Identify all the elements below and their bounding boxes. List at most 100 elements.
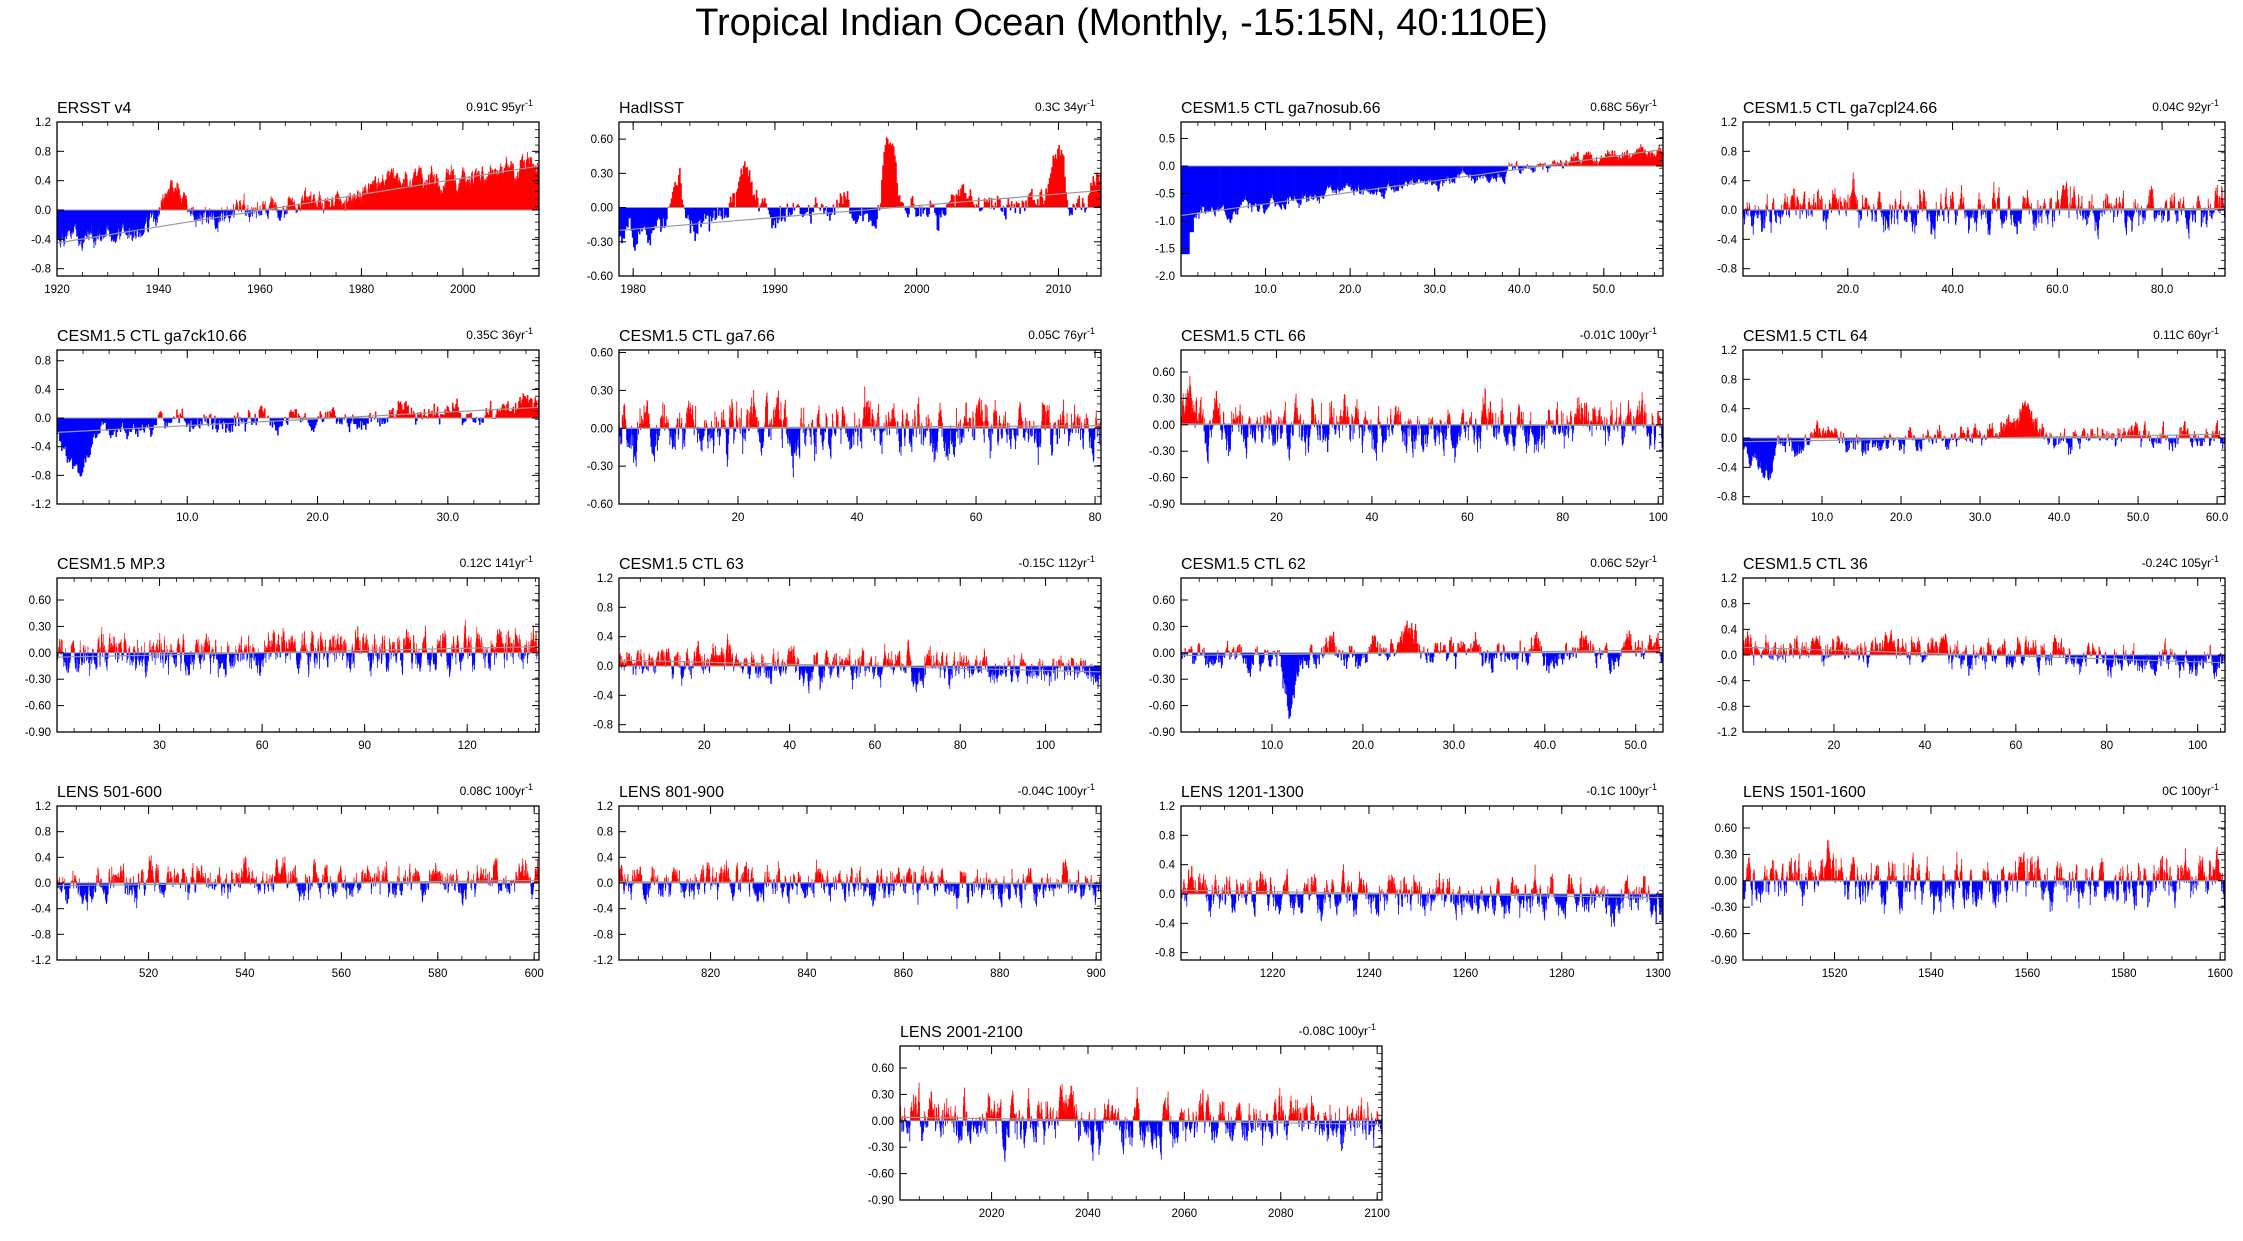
y-tick-label: -0.30	[587, 237, 613, 249]
y-tick-label: -1.2	[593, 955, 613, 967]
positive-anomaly-bars	[1745, 172, 2225, 211]
x-tick-label: 1580	[2111, 968, 2137, 980]
panel-subtitle-sup: -1	[2211, 554, 2219, 564]
x-tick-label: 20	[732, 512, 745, 524]
y-tick-label: 0.8	[1159, 830, 1175, 842]
x-tick-label: 60	[1461, 512, 1474, 524]
panel-subtitle-sup: -1	[525, 98, 533, 108]
panel-title: LENS 801-900	[619, 784, 724, 801]
negative-anomaly-bars	[56, 209, 347, 252]
y-tick-label: 0.60	[1153, 595, 1175, 607]
negative-anomaly-bars	[1180, 165, 1569, 255]
y-tick-label: -0.60	[587, 271, 613, 283]
trend-line	[1742, 207, 2226, 211]
panel-4: -0.8 -0.4 0.0 0.4 0.8 1.2 20.0 40.0 60.0 80.0 CESM…	[1717, 98, 2226, 296]
y-tick-label: 0.00	[1153, 420, 1175, 432]
panel-subtitle: 0.35C 36yr-1	[466, 326, 533, 342]
y-tick-label: 0.60	[1715, 823, 1737, 835]
y-tick-label: -0.8	[593, 929, 613, 941]
y-tick-label: -0.60	[868, 1169, 894, 1181]
plot-frame	[1180, 805, 1664, 961]
x-tick-label: 1920	[44, 284, 70, 296]
x-tick-label: 1280	[1549, 968, 1575, 980]
y-tick-label: 0.8	[35, 356, 51, 368]
y-tick-label: 0.0	[1159, 889, 1175, 901]
x-tick-label: 2010	[1046, 284, 1072, 296]
positive-anomaly-bars	[619, 633, 1093, 667]
panel-subtitle: 0.06C 52yr-1	[1590, 554, 1657, 570]
panel-subtitle: -0.1C 100yr-1	[1586, 782, 1657, 798]
y-tick-label: -0.90	[1149, 727, 1175, 739]
positive-anomaly-bars	[1180, 376, 1662, 425]
panel-title: CESM1.5 MP.3	[57, 556, 165, 573]
negative-anomaly-bars	[1742, 880, 2226, 915]
positive-anomaly-bars	[618, 386, 1101, 429]
y-tick-label: 1.2	[597, 573, 613, 585]
trend-line	[1180, 649, 1664, 657]
positive-anomaly-bars	[667, 137, 1102, 208]
figure-title: Tropical Indian Ocean (Monthly, -15:15N,…	[695, 2, 1548, 44]
positive-anomaly-bars	[157, 393, 540, 419]
panel-title: LENS 2001-2100	[900, 1024, 1023, 1041]
panel-title: CESM1.5 CTL 63	[619, 556, 744, 573]
x-tick-label: 1260	[1453, 968, 1479, 980]
x-tick-label: 1980	[620, 284, 646, 296]
x-tick-label: 40.0	[1941, 284, 1963, 296]
panel-title: LENS 501-600	[57, 784, 162, 801]
x-tick-label: 1940	[146, 284, 172, 296]
y-tick-label: 0.4	[35, 384, 52, 396]
y-tick-label: 1.2	[1159, 801, 1175, 813]
x-tick-label: 60	[869, 740, 882, 752]
panel-title: CESM1.5 CTL ga7.66	[619, 328, 775, 345]
y-tick-label: 0.0	[1159, 161, 1175, 173]
x-tick-label: 860	[894, 968, 913, 980]
x-tick-label: 30.0	[1969, 512, 1991, 524]
panel-11: -0.90 -0.60 -0.30 0.00 0.30 0.60 10.0 20.0 30.0 4…	[1149, 554, 1664, 752]
y-tick-label: 0.30	[1153, 621, 1175, 633]
panel-title: LENS 1501-1600	[1743, 784, 1866, 801]
x-tick-label: 20	[1828, 740, 1841, 752]
y-tick-label: -0.60	[1149, 473, 1175, 485]
y-tick-label: 0.30	[1153, 393, 1175, 405]
x-tick-label: 10.0	[1254, 284, 1276, 296]
y-tick-label: 1.2	[1721, 573, 1737, 585]
y-tick-label: -0.4	[1717, 234, 1737, 246]
negative-anomaly-bars	[1742, 437, 2226, 481]
panel-subtitle-sup: -1	[1649, 554, 1657, 564]
y-tick-label: 0.4	[1721, 176, 1738, 188]
panel-title: CESM1.5 CTL 62	[1181, 556, 1306, 573]
x-tick-label: 600	[525, 968, 544, 980]
y-tick-label: 0.4	[35, 852, 52, 864]
x-tick-label: 80	[1089, 512, 1102, 524]
panel-title: LENS 1201-1300	[1181, 784, 1304, 801]
x-tick-label: 2000	[904, 284, 930, 296]
y-tick-label: 0.60	[591, 348, 613, 360]
panel-title: HadISST	[619, 100, 684, 117]
trend-line	[1742, 433, 2226, 443]
x-tick-label: 30	[153, 740, 166, 752]
x-tick-label: 840	[797, 968, 816, 980]
y-tick-label: -0.30	[587, 461, 613, 473]
panel-subtitle-sup: -1	[1087, 98, 1095, 108]
x-tick-label: 10.0	[1261, 740, 1283, 752]
y-tick-label: 1.2	[1721, 345, 1737, 357]
x-tick-label: 50.0	[2127, 512, 2149, 524]
panel-5: -1.2 -0.8 -0.4 0.0 0.4 0.8 10.0 20.0 30.0 CESM1.5…	[31, 326, 540, 524]
y-tick-label: -0.30	[25, 674, 51, 686]
negative-anomaly-bars	[1181, 652, 1664, 719]
positive-anomaly-bars	[1777, 400, 2224, 439]
y-tick-label: 0.0	[1721, 650, 1737, 662]
y-tick-label: -0.60	[1149, 701, 1175, 713]
y-tick-label: -2.0	[1155, 271, 1175, 283]
panel-7: -0.90 -0.60 -0.30 0.00 0.30 0.60 20 40 60 80 100 CE…	[1149, 326, 1668, 524]
x-tick-label: 1240	[1356, 968, 1382, 980]
y-tick-label: -0.30	[1711, 902, 1737, 914]
y-tick-label: 0.00	[29, 648, 51, 660]
x-tick-label: 20.0	[1890, 512, 1912, 524]
y-tick-label: -0.90	[25, 727, 51, 739]
panel-13: -1.2 -0.8 -0.4 0.0 0.4 0.8 1.2 520 540 560 580 600 L…	[31, 782, 544, 980]
trend-line	[899, 1116, 1383, 1125]
y-tick-label: 0.0	[35, 205, 51, 217]
trend-line	[618, 881, 1102, 885]
x-tick-label: 1300	[1645, 968, 1671, 980]
